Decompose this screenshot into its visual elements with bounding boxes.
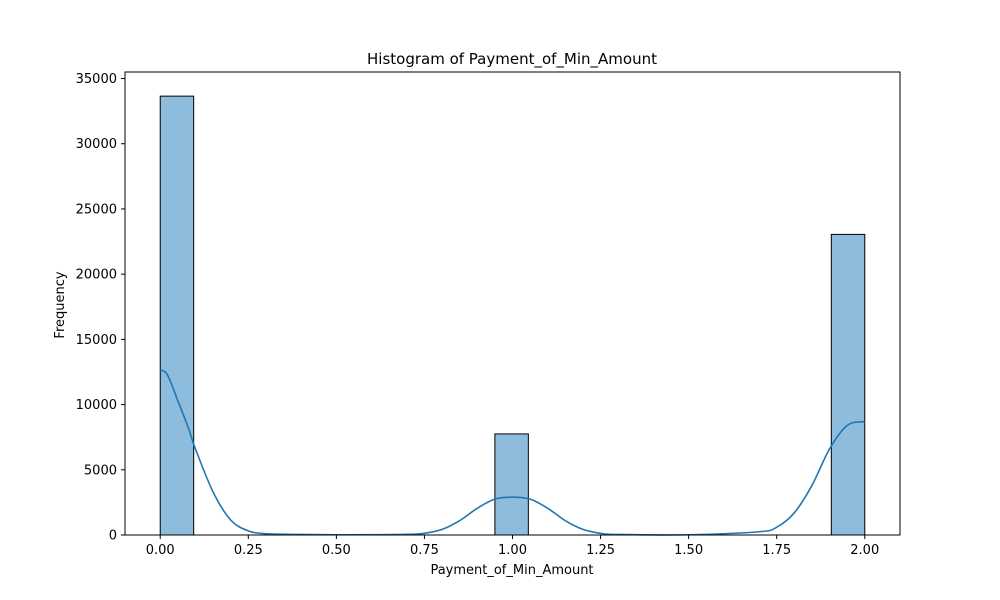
y-tick-label: 25000 <box>76 202 117 217</box>
x-axis-label: Payment_of_Min_Amount <box>430 563 593 578</box>
x-tick-label: 1.25 <box>586 543 615 558</box>
histogram-bar-2 <box>830 233 866 536</box>
y-tick-label: 30000 <box>76 137 117 152</box>
y-tick-label: 35000 <box>76 72 117 87</box>
y-tick-label: 5000 <box>84 463 117 478</box>
y-axis-ticks: 0 5000 10000 15000 20000 25000 30000 35000 <box>76 72 125 544</box>
y-tick-label: 10000 <box>76 398 117 413</box>
x-tick-label: 0.25 <box>234 543 263 558</box>
x-tick-label: 2.00 <box>850 543 879 558</box>
y-axis-label: Frequency <box>53 271 68 338</box>
chart-title: Histogram of Payment_of_Min_Amount <box>367 50 657 69</box>
x-tick-label: 0.75 <box>410 543 439 558</box>
kde-line <box>159 369 865 536</box>
histogram-bar-1 <box>494 433 529 536</box>
histogram-bar-0 <box>159 95 195 536</box>
x-tick-label: 0.00 <box>146 543 175 558</box>
x-tick-label: 0.50 <box>322 543 351 558</box>
x-axis-ticks: 0.00 0.25 0.50 0.75 1.00 1.25 1.50 1.75 2.00 <box>146 535 879 558</box>
y-tick-label: 20000 <box>76 268 117 283</box>
y-tick-label: 0 <box>109 529 117 544</box>
bars <box>159 95 866 536</box>
y-tick-label: 15000 <box>76 333 117 348</box>
x-tick-label: 1.50 <box>674 543 703 558</box>
x-tick-label: 1.75 <box>762 543 791 558</box>
x-tick-label: 1.00 <box>498 543 527 558</box>
